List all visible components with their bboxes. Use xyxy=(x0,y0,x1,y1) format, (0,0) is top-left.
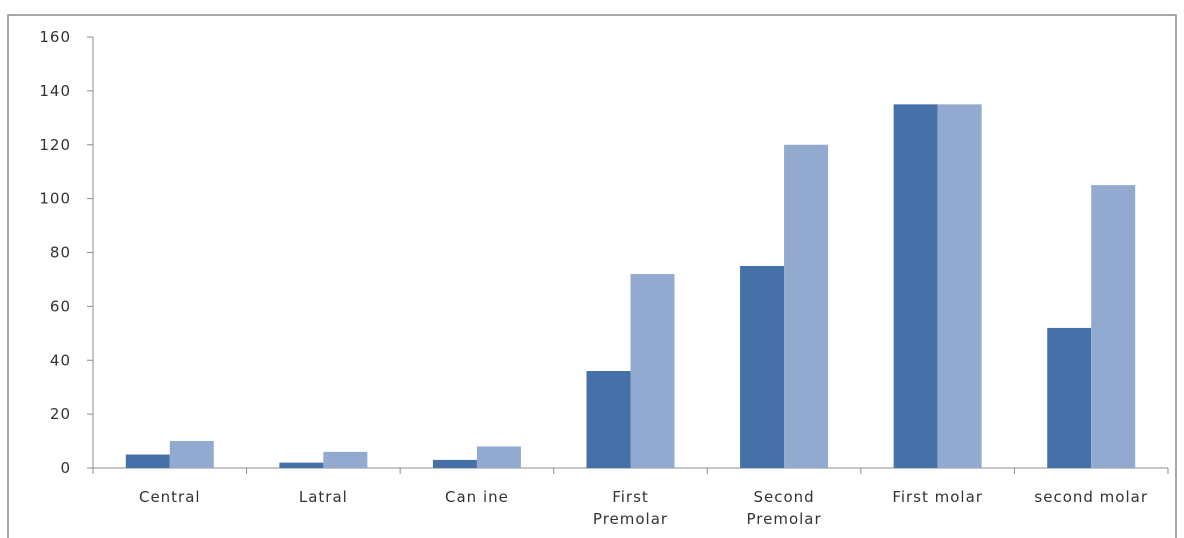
x-category-label: Latral xyxy=(299,488,348,506)
y-tick-label: 140 xyxy=(39,82,71,100)
bar-series1-3 xyxy=(586,371,631,468)
x-category-label: First Premolar xyxy=(593,488,668,528)
y-axis-ticks: 0 20 40 60 80 100 120 140 160 xyxy=(39,28,93,477)
x-category-label: First molar xyxy=(892,488,983,506)
x-axis-labels: Central Latral Can ine First Premolar Second P… xyxy=(139,488,1148,528)
x-category-label-line: First xyxy=(612,488,649,506)
chart-border xyxy=(7,14,1177,538)
bar-series1-6 xyxy=(1047,327,1092,468)
y-tick-label: 80 xyxy=(50,244,71,262)
y-tick-label: 120 xyxy=(39,136,71,154)
bar-series2-3 xyxy=(630,274,675,468)
bar-series2-6 xyxy=(1091,185,1136,468)
y-tick-label: 0 xyxy=(60,459,71,477)
x-category-label-line: Premolar xyxy=(593,510,668,528)
y-tick-label: 100 xyxy=(39,190,71,208)
y-tick-label: 60 xyxy=(50,297,71,315)
bar-series2-0 xyxy=(169,441,214,468)
x-category-label-line: Second xyxy=(753,488,814,506)
bar-series1-1 xyxy=(279,462,324,468)
chart-bars xyxy=(125,104,1136,468)
x-category-label-line: First molar xyxy=(892,488,983,506)
x-category-label-line: Central xyxy=(139,488,201,506)
bar-series1-0 xyxy=(125,454,170,468)
bar-series2-1 xyxy=(323,451,368,468)
y-tick-label: 20 xyxy=(50,405,71,423)
x-category-label: Can ine xyxy=(445,488,509,506)
bar-series2-4 xyxy=(784,144,829,468)
x-category-label-line: Latral xyxy=(299,488,348,506)
x-category-label-line: second molar xyxy=(1034,488,1148,506)
x-category-label-line: Premolar xyxy=(746,510,821,528)
bar-series1-5 xyxy=(893,104,938,468)
x-category-label: Central xyxy=(139,488,201,506)
x-category-label: Second Premolar xyxy=(746,488,821,528)
x-category-label: second molar xyxy=(1034,488,1148,506)
bar-series2-2 xyxy=(476,446,521,468)
y-tick-label: 40 xyxy=(50,351,71,369)
bar-series1-4 xyxy=(740,265,785,468)
bar-series2-5 xyxy=(937,104,982,468)
x-category-label-line: Can ine xyxy=(445,488,509,506)
y-tick-label: 160 xyxy=(39,28,71,46)
bar-series1-2 xyxy=(432,459,477,468)
